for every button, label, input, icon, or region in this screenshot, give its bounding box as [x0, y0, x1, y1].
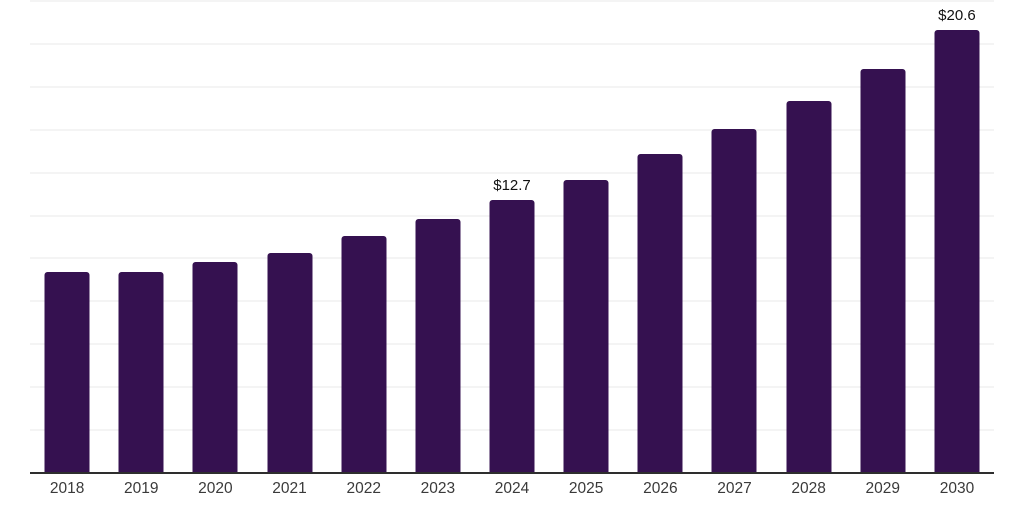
bar-2028 — [786, 100, 832, 472]
x-tick-2020: 2020 — [198, 480, 233, 497]
gridline-14 — [30, 171, 994, 174]
bar-2030 — [934, 30, 980, 472]
x-tick-2025: 2025 — [568, 480, 604, 497]
bar-2022 — [341, 236, 387, 472]
band-2024: $12.7 — [475, 0, 549, 472]
bar-2019 — [118, 272, 164, 472]
gridline-22 — [30, 0, 994, 2]
gridline-16 — [30, 128, 994, 131]
x-tick-2022: 2022 — [346, 480, 381, 497]
band-2021 — [252, 0, 326, 472]
x-tick-2024: 2024 — [494, 480, 530, 497]
band-2026 — [623, 0, 697, 472]
gridline-18 — [30, 85, 994, 88]
bar-2023 — [415, 218, 461, 472]
x-tick-2029: 2029 — [865, 480, 901, 497]
bar-2024 — [489, 199, 535, 472]
band-2028 — [772, 0, 846, 472]
bar-2021 — [267, 253, 313, 472]
bars-layer: $12.7 $20.6 — [30, 0, 994, 472]
x-tick-2030: 2030 — [939, 480, 975, 497]
x-tick-2018: 2018 — [49, 480, 85, 497]
x-tick-2023: 2023 — [420, 480, 456, 497]
x-tick-2021: 2021 — [272, 480, 307, 497]
bar-2026 — [637, 154, 683, 472]
band-2019 — [104, 0, 178, 472]
value-label-2030: $20.6 — [938, 7, 976, 25]
band-2022 — [327, 0, 401, 472]
bar-2020 — [192, 261, 238, 472]
x-axis: 2018 2019 2020 2021 2022 2023 2024 2025 2026 2027… — [30, 480, 994, 498]
band-2020 — [178, 0, 252, 472]
gridline-20 — [30, 42, 994, 45]
bar-2018 — [44, 272, 90, 472]
band-2023 — [401, 0, 475, 472]
x-tick-2019: 2019 — [123, 480, 159, 497]
x-tick-2026: 2026 — [643, 480, 678, 497]
bar-2029 — [860, 68, 906, 472]
band-2018 — [30, 0, 104, 472]
bar-2027 — [711, 128, 757, 472]
band-2025 — [549, 0, 623, 472]
value-label-2024: $12.7 — [493, 176, 531, 194]
bar-2025 — [563, 180, 609, 472]
band-2027 — [697, 0, 771, 472]
x-tick-2027: 2027 — [717, 480, 752, 497]
band-2030: $20.6 — [920, 0, 994, 472]
x-tick-2028: 2028 — [791, 480, 826, 497]
band-2029 — [846, 0, 920, 472]
plot-area: $12.7 $20.6 — [30, 0, 994, 474]
